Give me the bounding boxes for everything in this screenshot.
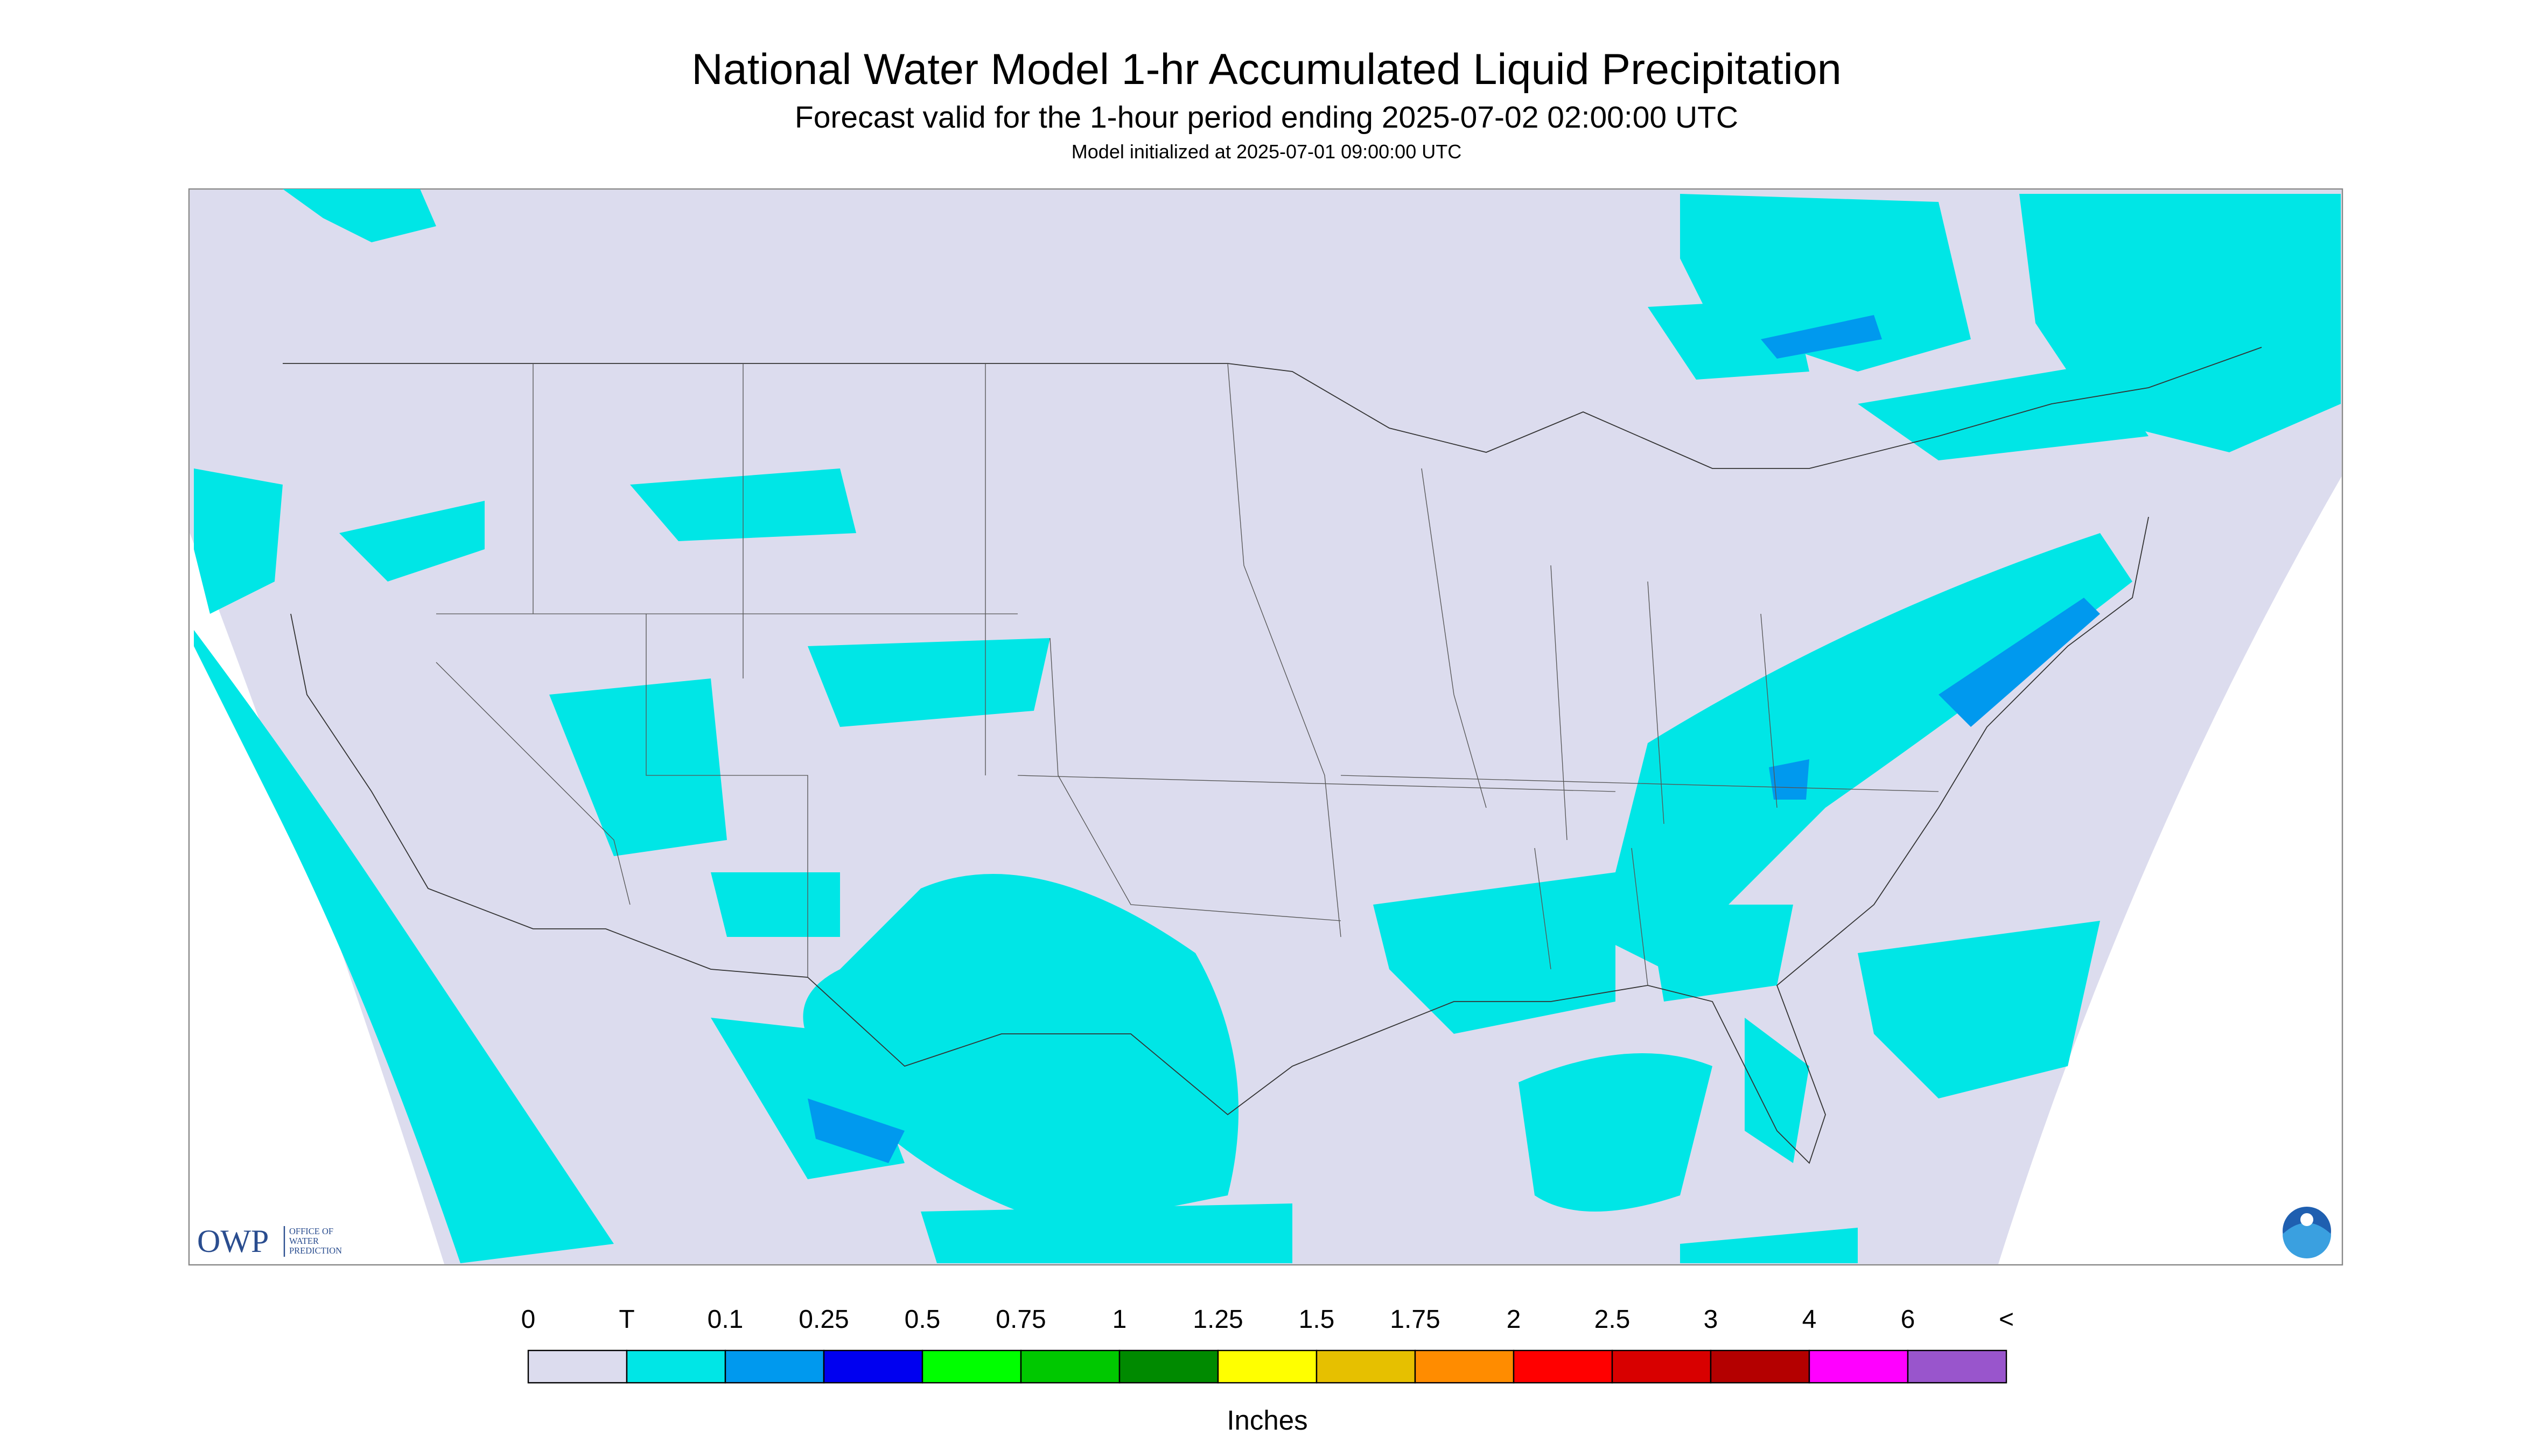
owp-logo: OWP OFFICE OF WATER PREDICTION [197, 1223, 342, 1259]
rain-area [921, 1203, 1292, 1264]
legend-swatch [921, 1349, 1022, 1384]
legend-swatch [626, 1349, 726, 1384]
rain-area [1858, 921, 2100, 1099]
rain-area [711, 872, 840, 937]
legend: 0 T 0.1 0.25 0.5 0.75 1 1.25 1.5 1.75 2 2.5 3 4 6 < Inch… [521, 1305, 2014, 1436]
legend-label: 1.5 [1299, 1305, 1335, 1334]
legend-swatch [1118, 1349, 1219, 1384]
map: OWP OFFICE OF WATER PREDICTION [188, 188, 2343, 1266]
rain-area [1745, 1018, 1809, 1164]
legend-swatch [1414, 1349, 1515, 1384]
legend-unit: Inches [1227, 1405, 1307, 1436]
legend-label: 1 [1112, 1305, 1127, 1334]
rain-area [549, 678, 727, 857]
legend-swatch [1513, 1349, 1613, 1384]
precipitation [194, 189, 2341, 1264]
legend-swatch [724, 1349, 825, 1384]
legend-label: < [1999, 1305, 2014, 1334]
rain-area [1599, 533, 2132, 970]
legend-swatch [823, 1349, 923, 1384]
rain-area [808, 638, 1050, 727]
legend-swatch [1710, 1349, 1810, 1384]
noaa-wave [2283, 1223, 2331, 1259]
title: National Water Model 1-hr Accumulated Li… [691, 45, 1842, 94]
legend-label: 2 [1507, 1305, 1521, 1334]
legend-swatch [1316, 1349, 1416, 1384]
rain-area [283, 189, 436, 243]
rain-area [194, 630, 614, 1264]
legend-swatch [1907, 1349, 2007, 1384]
legend-swatch [1808, 1349, 1909, 1384]
map-domain [190, 190, 2342, 1264]
legend-label: 4 [1802, 1305, 1817, 1334]
coastline [290, 516, 2149, 1164]
rain-heavy [808, 1098, 905, 1164]
rain-heavy [1939, 598, 2100, 727]
legend-label: 0.75 [996, 1305, 1046, 1334]
legend-swatch [1020, 1349, 1121, 1384]
legend-label: 1.75 [1390, 1305, 1440, 1334]
rain-area [194, 468, 283, 614]
legend-label: 1.25 [1193, 1305, 1243, 1334]
legend-swatch [527, 1349, 628, 1384]
state-lines [436, 363, 1939, 986]
legend-label: T [619, 1305, 634, 1334]
legend-label: 6 [1901, 1305, 1915, 1334]
legend-swatch [1217, 1349, 1318, 1384]
noaa-gull [2300, 1213, 2313, 1227]
legend-label: 0.25 [799, 1305, 849, 1334]
rain-area [1648, 905, 1793, 1002]
legend-label: 2.5 [1594, 1305, 1631, 1334]
rain-area [1648, 299, 1809, 380]
owp-name: WATER [289, 1236, 319, 1246]
rain-area [339, 501, 485, 582]
noaa-logo [2283, 1207, 2331, 1259]
subtitle: Forecast valid for the 1-hour period end… [795, 100, 1738, 135]
legend-label: 0 [521, 1305, 536, 1334]
legend-label: 3 [1704, 1305, 1718, 1334]
rain-heavy [1769, 759, 1809, 800]
rain-heavy [1761, 315, 1882, 359]
rain-area [1858, 363, 2149, 461]
legend-label: 0.5 [905, 1305, 941, 1334]
owp-name: PREDICTION [289, 1245, 342, 1256]
owp-name: OFFICE OF [289, 1226, 333, 1236]
rain-area [1519, 1053, 1712, 1212]
owp-logo-text: OWP [197, 1223, 269, 1259]
rain-area [1373, 872, 1615, 1034]
init-time: Model initialized at 2025-07-01 09:00:00… [1072, 141, 1461, 163]
rain-area [1680, 1228, 1858, 1264]
rain-area [803, 874, 1238, 1228]
boundaries [283, 347, 2262, 1164]
legend-swatch [1611, 1349, 1712, 1384]
legend-label: 0.1 [708, 1305, 744, 1334]
